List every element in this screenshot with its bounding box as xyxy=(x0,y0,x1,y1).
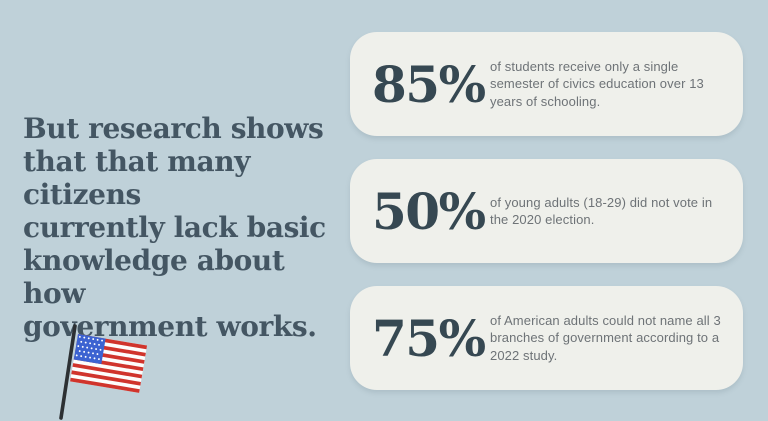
stat-value: 75% xyxy=(372,308,486,368)
stat-description: of young adults (18-29) did not vote in … xyxy=(490,194,713,228)
stat-card-american-adults: 75% of American adults could not name al… xyxy=(350,286,743,390)
stat-card-young-adults: 50% of young adults (18-29) did not vote… xyxy=(350,159,743,263)
headline-line: currently lack basic xyxy=(23,211,326,244)
stat-value: 50% xyxy=(372,181,486,241)
headline-line: that that many citizens xyxy=(23,145,251,211)
stat-card-students: 85% of students receive only a single se… xyxy=(350,32,743,136)
flag-cloth xyxy=(70,333,148,393)
flag-pole xyxy=(59,324,77,420)
stat-description: of American adults could not name all 3 … xyxy=(490,312,721,363)
flag-stars xyxy=(75,335,103,361)
stat-value: 85% xyxy=(372,54,486,114)
stat-description: of students receive only a single semest… xyxy=(490,58,704,109)
headline: But research shows that that many citize… xyxy=(23,112,343,343)
stats-cards: 85% of students receive only a single se… xyxy=(350,32,743,390)
us-flag-icon xyxy=(59,324,148,420)
headline-line: knowledge about how xyxy=(23,244,285,310)
headline-line: But research shows xyxy=(23,112,324,145)
